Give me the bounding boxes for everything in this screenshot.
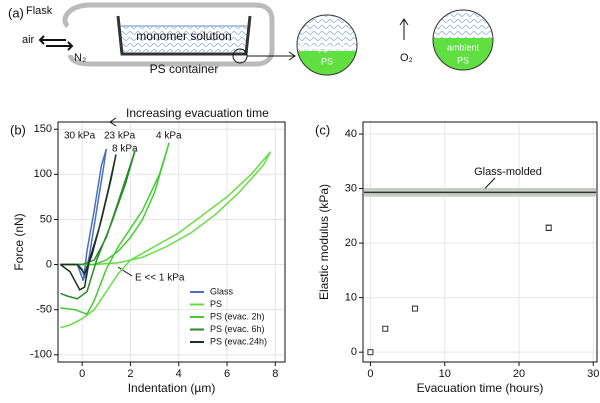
series-line — [60, 151, 272, 329]
x-tick-label: 10 — [439, 368, 451, 380]
deoxygenated-circle — [296, 14, 358, 76]
zoom-arrow — [247, 51, 296, 61]
y-tick-label: 50 — [40, 213, 52, 225]
diagram: (a) Flask monomer solution PS container … — [8, 2, 494, 76]
panel-label: (a) — [8, 5, 24, 20]
deox-label: deoxygenated — [299, 42, 356, 52]
y-tick-label: 10 — [345, 292, 357, 304]
y-tick-label: 0 — [351, 346, 357, 358]
y-tick-label: 100 — [34, 168, 52, 180]
point — [382, 325, 389, 332]
annotation: 23 kPa — [104, 131, 136, 142]
y-tick-label: -100 — [30, 349, 52, 361]
deox-label: PS — [321, 56, 333, 66]
reference-pointer — [484, 177, 496, 189]
gas-arrows — [38, 35, 74, 51]
container — [116, 15, 252, 56]
title-arrow — [109, 117, 258, 127]
annotation: E << 1 kPa — [135, 273, 185, 284]
n2-label: N₂ — [74, 52, 86, 64]
annotation: 4 kPa — [156, 131, 182, 142]
x-tick-label: 2 — [127, 368, 133, 380]
series-line — [60, 142, 170, 316]
legend-label: Glass — [210, 286, 234, 296]
x-axis-label: Evacuation time (hours) — [417, 381, 544, 395]
x-tick-label: 4 — [176, 368, 182, 380]
ambient-label: ambient — [447, 42, 480, 52]
series-line — [60, 149, 136, 300]
x-tick-label: 20 — [513, 368, 525, 380]
solution — [120, 26, 248, 52]
o2-arrow — [399, 18, 409, 40]
y-tick-label: -50 — [36, 304, 52, 316]
series-line — [59, 154, 117, 291]
x-tick-label: 8 — [272, 368, 278, 380]
ambient-circle — [432, 9, 494, 71]
annotation: 30 kPa — [64, 131, 96, 142]
point — [367, 349, 374, 356]
point — [545, 224, 552, 231]
o2-label: O₂ — [400, 52, 413, 64]
panel-label: (b) — [10, 122, 26, 137]
container-label: PS container — [150, 62, 219, 76]
flask — [62, 2, 275, 67]
chart-title: Increasing evacuation time — [126, 106, 269, 120]
y-tick-label: 40 — [345, 128, 357, 140]
legend-label: PS (evac. 6h) — [210, 324, 265, 334]
legend-label: PS (evac. 2h) — [210, 311, 265, 321]
point — [412, 305, 418, 312]
solution-label: monomer solution — [136, 29, 231, 43]
flask-label: Flask — [26, 5, 53, 17]
y-axis-label: Elastic modulus (kPa) — [317, 184, 331, 300]
plot-frame — [362, 121, 598, 363]
y-tick-label: 150 — [34, 123, 52, 135]
panel-label: (c) — [315, 122, 330, 137]
legend-label: PS (evac.24h) — [210, 336, 267, 346]
y-tick-label: 20 — [345, 237, 357, 249]
reference-label: Glass-molded — [474, 166, 542, 178]
annotation: 8 kPa — [112, 144, 138, 155]
x-axis-label: Indentation (µm) — [128, 381, 216, 395]
y-tick-label: 30 — [345, 182, 357, 194]
x-tick-label: 6 — [224, 368, 230, 380]
series-line — [60, 148, 108, 282]
ambient-label: PS — [457, 55, 469, 65]
x-tick-label: 30 — [587, 368, 599, 380]
y-axis-label: Force (nN) — [12, 213, 26, 270]
legend-label: PS — [210, 299, 222, 309]
x-tick-label: 0 — [79, 368, 85, 380]
annotation-arrow — [117, 266, 133, 277]
air-label: air — [22, 34, 35, 46]
x-tick-label: 0 — [367, 368, 373, 380]
y-tick-label: 0 — [46, 258, 52, 270]
